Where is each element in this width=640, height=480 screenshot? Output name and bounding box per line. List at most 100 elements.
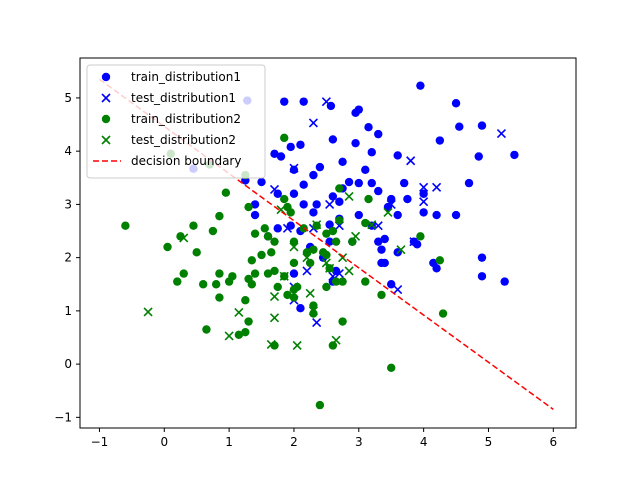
train_distribution1-point xyxy=(367,178,376,188)
train_distribution2-point xyxy=(289,258,299,268)
test_distribution2-point-stroke-b xyxy=(292,340,302,351)
test_distribution2-point xyxy=(312,220,322,230)
legend-label: train_distribution2 xyxy=(131,112,241,126)
y-tick-label: 1 xyxy=(64,304,72,318)
test_distribution1-point-stroke-b xyxy=(393,285,403,295)
legend-marker-train_distribution2 xyxy=(101,114,111,124)
train_distribution1-point xyxy=(273,224,282,233)
test_distribution2-point-stroke-b xyxy=(344,191,354,201)
train_distribution2-point xyxy=(221,188,231,197)
test_distribution2-point-stroke-b xyxy=(179,233,189,243)
test_distribution2-point xyxy=(143,307,153,317)
axes-frame xyxy=(79,57,577,429)
test_distribution1-point xyxy=(393,285,403,295)
train_distribution2-point xyxy=(331,277,341,286)
test_distribution2-point xyxy=(383,207,393,217)
train_distribution1-point xyxy=(432,210,441,220)
train_distribution2-point xyxy=(208,226,218,236)
train_distribution1-point xyxy=(361,165,370,174)
train_distribution1-point xyxy=(416,81,425,90)
train_distribution2-point xyxy=(267,248,276,257)
test_distribution1-point-stroke-b xyxy=(409,237,419,247)
train_distribution1-point xyxy=(296,140,305,149)
test_distribution2-point xyxy=(302,253,312,263)
test_distribution1-point xyxy=(325,199,335,209)
train_distribution1-point xyxy=(325,220,334,229)
train_distribution2-point xyxy=(416,232,425,241)
test_distribution1-point xyxy=(312,318,322,328)
train_distribution1-point xyxy=(374,237,383,246)
test_distribution2-point-stroke-b xyxy=(269,313,280,323)
train_distribution1-point xyxy=(344,177,354,187)
train_distribution2-point xyxy=(270,237,279,246)
test_distribution2-point xyxy=(325,263,335,273)
train_distribution2-point xyxy=(121,221,130,230)
test_distribution2-point-stroke-b xyxy=(276,205,286,215)
train_distribution1-point xyxy=(354,105,363,114)
test_distribution2-point-stroke-b xyxy=(325,263,335,273)
train_distribution1-point xyxy=(325,237,334,246)
train_distribution1-point xyxy=(270,149,279,159)
test_distribution1-point-stroke-b xyxy=(321,97,331,107)
legend: train_distribution1 test_distribution1tra… xyxy=(86,64,266,179)
test_distribution2-point-stroke-b xyxy=(312,220,322,230)
legend-label: decision boundary xyxy=(131,154,241,168)
test_distribution1-point xyxy=(386,199,396,209)
train_distribution2-point xyxy=(215,211,224,221)
train_distribution2-point xyxy=(309,309,318,318)
test_distribution2-point-stroke-b xyxy=(350,231,361,241)
train_distribution1-point xyxy=(432,264,441,273)
train_distribution2-point xyxy=(364,194,373,204)
train_distribution1-point xyxy=(289,165,299,174)
test_distribution2-point xyxy=(396,245,406,255)
train_distribution2-point xyxy=(377,290,386,300)
train_distribution1-point xyxy=(309,170,318,180)
train_distribution1-point xyxy=(451,99,461,108)
test_distribution1-point-stroke-b xyxy=(289,163,299,173)
train_distribution1-point xyxy=(477,121,487,130)
train_distribution1-point xyxy=(474,152,483,161)
test_distribution2-point xyxy=(279,271,289,281)
train_distribution1-point xyxy=(312,200,321,209)
train_distribution2-point xyxy=(387,363,396,373)
train_distribution2-point xyxy=(438,309,448,318)
test_distribution2-point-stroke-b xyxy=(305,288,315,298)
train_distribution1-point xyxy=(374,129,383,139)
train_distribution2-point xyxy=(322,250,331,260)
train_distribution1-point xyxy=(338,157,347,167)
train_distribution2-point xyxy=(224,277,234,286)
train_distribution2-point xyxy=(211,280,221,289)
train_distribution1-point xyxy=(380,234,389,244)
train_distribution1-point xyxy=(403,194,412,204)
test_distribution2-point xyxy=(224,331,234,341)
train_distribution2-point xyxy=(309,245,318,254)
y-tick-label: 2 xyxy=(64,251,72,265)
ticks-layer: −1 0 1 2 3 4 5 6 −1 0 1 2 3 4 5 xyxy=(54,91,557,449)
x-tick-label: −1 xyxy=(91,435,109,449)
test_distribution2-point xyxy=(179,233,189,243)
test_distribution2-point-stroke-b xyxy=(224,331,234,341)
train_distribution1-point xyxy=(464,178,474,188)
test_distribution2-point-stroke-b xyxy=(308,306,318,316)
train_distribution2-point xyxy=(247,256,257,265)
test_distribution2-point-stroke-b xyxy=(344,266,354,276)
train_distribution1-point xyxy=(280,97,289,106)
test_distribution1-point xyxy=(282,223,293,233)
legend-marker-test_distribution2 xyxy=(101,135,111,145)
train_distribution2-point xyxy=(198,280,208,289)
train_distribution1-point xyxy=(477,272,487,281)
train_distribution2-point xyxy=(322,282,331,292)
test_distribution1-point xyxy=(432,182,442,192)
y-tick-label: 3 xyxy=(64,197,72,211)
legend-label: test_distribution1 xyxy=(131,91,236,105)
test_distribution1-point xyxy=(419,197,429,207)
train_distribution1-point xyxy=(435,136,445,145)
test_distribution1-point-stroke-b xyxy=(386,199,396,209)
test_distribution1-point-stroke-b xyxy=(328,271,338,281)
train_distribution2-point xyxy=(361,277,370,286)
train_distribution2-point xyxy=(244,202,253,212)
train_distribution2-point xyxy=(315,400,325,410)
train_distribution2-point xyxy=(289,293,299,302)
plot-layer xyxy=(99,78,554,410)
